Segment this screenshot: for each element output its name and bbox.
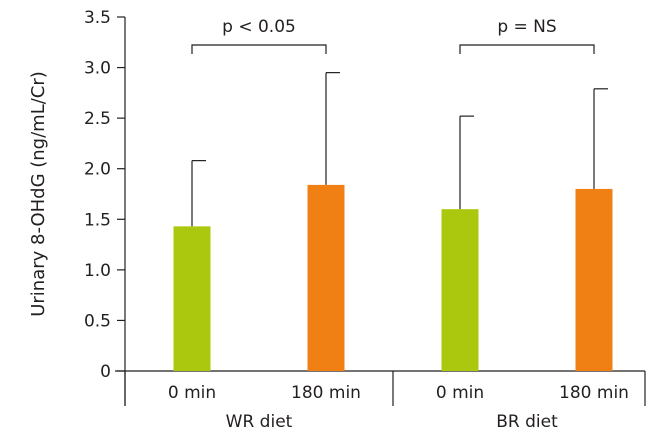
y-tick-label: 3.5	[84, 8, 111, 28]
bar	[441, 209, 479, 371]
significance-bracket	[191, 44, 327, 54]
y-axis-label: Urinary 8-OHdG (ng/mL/Cr)	[28, 71, 49, 317]
bar	[173, 226, 211, 371]
y-tick-label: 2.5	[84, 109, 111, 129]
significance-bracket	[459, 44, 595, 54]
x-group-label: BR diet	[496, 412, 558, 432]
bars	[173, 184, 613, 371]
x-category-label: 0 min	[436, 383, 484, 403]
x-category-label: 180 min	[559, 383, 629, 403]
y-axis-ticks: 0 0.5 1.0 1.5 2.0 2.5 3.0 3.5	[84, 8, 125, 382]
x-category-label: 0 min	[168, 383, 216, 403]
y-tick-label: 3.0	[84, 59, 111, 79]
y-axis: 0 0.5 1.0 1.5 2.0 2.5 3.0 3.5	[84, 8, 126, 406]
y-tick-label: 0.5	[84, 311, 111, 331]
error-bars	[191, 72, 608, 227]
x-group-label: WR diet	[226, 412, 293, 432]
significance-label: p < 0.05	[222, 17, 296, 37]
significance-brackets: p < 0.05 p = NS	[191, 17, 595, 54]
y-tick-label: 1.5	[84, 210, 111, 230]
bar	[307, 184, 345, 371]
y-tick-label: 0	[100, 362, 111, 382]
y-tick-label: 2.0	[84, 160, 111, 180]
y-tick-label: 1.0	[84, 261, 111, 281]
x-axis-dividers	[124, 371, 646, 406]
significance-label: p = NS	[497, 17, 556, 37]
bar	[575, 188, 613, 371]
x-category-label: 180 min	[291, 383, 361, 403]
